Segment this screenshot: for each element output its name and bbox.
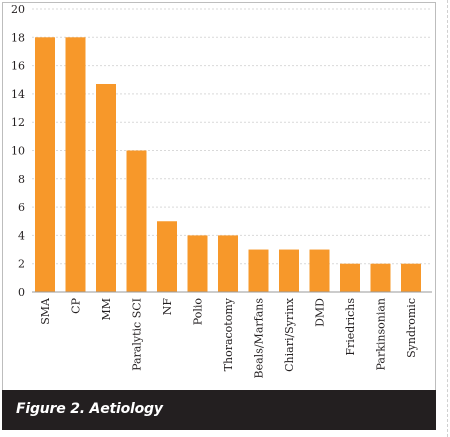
y-tick-label: 20	[11, 3, 25, 16]
x-category-label: Thoracotomy	[222, 297, 235, 371]
bar-2	[96, 83, 116, 293]
x-category-label: Friedrichs	[344, 298, 357, 356]
gridlines	[32, 8, 432, 265]
y-tick-label: 14	[11, 88, 25, 101]
x-category-label: Beals/Marfans	[253, 298, 266, 379]
bar-9	[309, 249, 330, 292]
page-edge-guide	[447, 0, 448, 437]
x-category-label: CP	[70, 297, 83, 313]
bar-7	[248, 249, 269, 292]
bar-5	[187, 235, 208, 292]
caption-bar	[2, 390, 436, 430]
bar-3	[126, 150, 147, 292]
bar-4	[157, 221, 177, 292]
y-tick-label: 16	[11, 60, 25, 73]
bar-6	[218, 235, 238, 292]
x-category-label: SMA	[39, 297, 52, 325]
bar-0	[35, 37, 55, 292]
y-tick-label: 8	[18, 173, 25, 186]
bar-8	[279, 249, 299, 292]
x-category-label: NF	[161, 298, 174, 316]
bars	[35, 37, 421, 293]
x-category-label: Parkinsonian	[375, 298, 388, 371]
y-tick-label: 2	[18, 258, 25, 271]
bar-10	[340, 263, 360, 292]
y-tick-label: 0	[18, 286, 25, 299]
y-tick-label: 18	[11, 31, 25, 44]
bar-chart: 0 2 4 6 8 10 12 14 16 18 20 SMA CP MM Paralytic SCI NF…	[11, 3, 432, 379]
x-axis-category-labels: SMA CP MM Paralytic SCI NF Polio Thoracotomy Be…	[39, 297, 418, 379]
x-category-label: Chiari/Syrinx	[283, 297, 296, 372]
figure-caption: Figure 2. Aetiology	[16, 401, 163, 417]
x-category-label: Syndromic	[405, 298, 418, 358]
x-category-label: Polio	[192, 298, 205, 326]
y-tick-label: 4	[18, 229, 25, 242]
y-axis-ticks: 0 2 4 6 8 10 12 14 16 18 20	[11, 3, 25, 299]
bar-11	[370, 263, 391, 292]
x-category-label: Paralytic SCI	[131, 298, 144, 371]
y-tick-label: 12	[11, 116, 25, 129]
y-tick-label: 10	[11, 145, 25, 158]
bar-12	[401, 263, 421, 292]
x-category-label: MM	[100, 298, 113, 321]
x-category-label: DMD	[314, 298, 327, 327]
bar-1	[65, 37, 86, 292]
y-tick-label: 6	[18, 201, 25, 214]
